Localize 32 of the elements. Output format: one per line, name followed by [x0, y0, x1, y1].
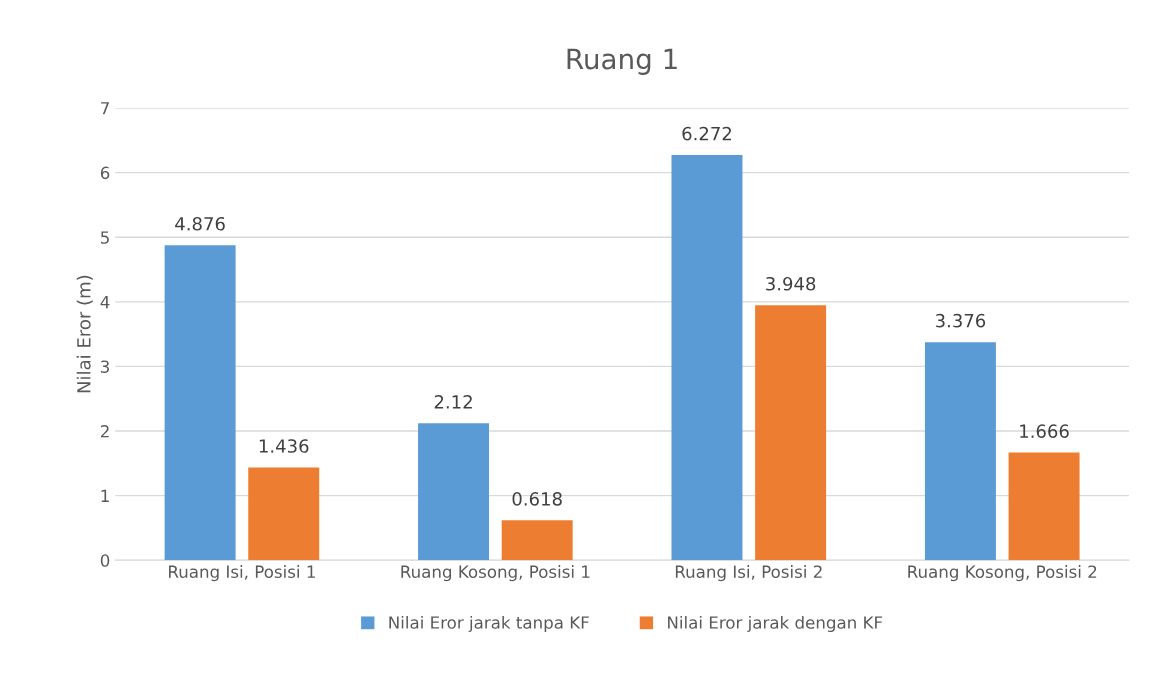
x-tick-label: Ruang Isi, Posisi 2	[675, 565, 822, 582]
bar	[418, 423, 490, 561]
bar	[164, 245, 236, 561]
data-label: 3.376	[935, 313, 986, 328]
data-label: 3.948	[766, 276, 816, 291]
y-tick-label: 6	[100, 166, 110, 180]
bar	[1008, 452, 1080, 561]
data-label: 1.436	[259, 439, 309, 453]
y-axis-title: Nilai Eror (m)	[76, 275, 93, 393]
y-tick-label: 4	[100, 296, 110, 309]
x-tick-label: Ruang Isi, Posisi 1	[169, 565, 315, 582]
legend-label: Nilai Eror jarak tanpa KF	[389, 615, 589, 633]
data-label: 0.618	[512, 492, 562, 506]
y-tick-label: 5	[101, 231, 109, 244]
y-tick-label: 7	[101, 102, 109, 115]
bar	[924, 342, 996, 561]
y-tick-label: 3	[101, 360, 109, 373]
data-label: 6.272	[682, 126, 732, 141]
data-label: 2.12	[434, 395, 472, 409]
legend-label: Nilai Eror jarak dengan KF	[668, 615, 883, 633]
x-tick-label: Ruang Kosong, Posisi 2	[908, 565, 1097, 582]
bar	[248, 467, 320, 561]
y-tick-label: 2	[100, 425, 109, 438]
chart-title: Ruang 1	[567, 48, 677, 75]
data-label: 1.666	[1020, 424, 1069, 439]
x-tick-label: Ruang Kosong, Posisi 1	[401, 565, 590, 582]
y-tick-label: 0	[100, 554, 110, 567]
data-label: 4.876	[175, 216, 225, 231]
bar	[755, 305, 827, 561]
y-tick-label: 1	[101, 489, 109, 502]
bar	[501, 520, 573, 561]
bar	[671, 155, 743, 561]
